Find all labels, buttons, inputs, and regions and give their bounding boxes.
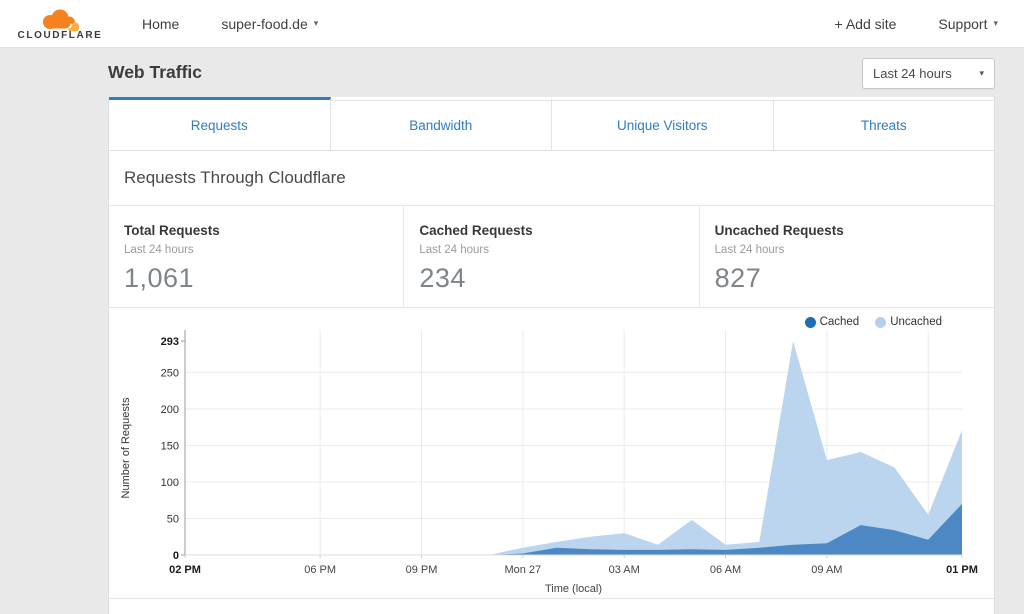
svg-text:06 PM: 06 PM bbox=[304, 564, 336, 576]
area-chart-canvas: 293 250 200 150 100 50 0 02 PM 06 PM 09 PM Mon 27 0… bbox=[120, 330, 978, 595]
time-range-dropdown[interactable]: Last 24 hours ▾ bbox=[862, 58, 995, 89]
stat-value: 234 bbox=[419, 263, 466, 293]
stat-value: 1,061 bbox=[124, 263, 195, 293]
svg-text:200: 200 bbox=[161, 404, 179, 416]
chevron-down-icon: ▾ bbox=[313, 18, 319, 28]
tab-bandwidth[interactable]: Bandwidth bbox=[331, 97, 552, 150]
svg-text:100: 100 bbox=[161, 477, 179, 489]
cloudflare-cloud-icon bbox=[43, 9, 80, 31]
time-range-value: Last 24 hours bbox=[873, 66, 952, 81]
svg-text:0: 0 bbox=[173, 550, 179, 562]
page-title: Web Traffic bbox=[108, 62, 203, 82]
svg-text:06 AM: 06 AM bbox=[710, 564, 741, 576]
nav-home-link[interactable]: Home bbox=[142, 15, 180, 32]
svg-text:150: 150 bbox=[161, 440, 179, 452]
stat-title: Total Requests bbox=[124, 223, 220, 238]
svg-text:Time (local): Time (local) bbox=[545, 583, 602, 595]
chevron-down-icon: ▾ bbox=[979, 68, 984, 78]
cloudflare-wordmark: CLOUDFLARE bbox=[17, 29, 103, 41]
svg-text:09 PM: 09 PM bbox=[406, 564, 438, 576]
stat-uncached-requests: Uncached Requests Last 24 hours 827 bbox=[700, 206, 994, 307]
svg-text:250: 250 bbox=[161, 367, 179, 379]
legend-item-uncached[interactable]: Uncached bbox=[875, 316, 942, 328]
legend-label: Uncached bbox=[890, 316, 942, 328]
chevron-down-icon: ▾ bbox=[993, 18, 998, 28]
stat-subtitle: Last 24 hours bbox=[124, 244, 194, 256]
svg-text:50: 50 bbox=[167, 513, 179, 525]
tab-threats[interactable]: Threats bbox=[774, 97, 995, 150]
requests-chart: Cached Uncached 293 250 200 150 100 50 0 02 PM 0… bbox=[109, 308, 994, 599]
support-menu[interactable]: Support ▾ bbox=[938, 16, 998, 32]
svg-text:293: 293 bbox=[161, 336, 179, 348]
stat-value: 827 bbox=[714, 263, 762, 293]
nav-right: + Add site Support ▾ bbox=[835, 16, 1008, 32]
card-footer bbox=[109, 599, 994, 614]
analytics-card: Requests Bandwidth Unique Visitors Threa… bbox=[108, 97, 995, 614]
svg-text:03 AM: 03 AM bbox=[609, 564, 640, 576]
analytics-tabs: Requests Bandwidth Unique Visitors Threa… bbox=[109, 97, 994, 151]
cloudflare-logo[interactable]: CLOUDFLARE bbox=[10, 7, 110, 41]
stat-cached-requests: Cached Requests Last 24 hours 234 bbox=[404, 206, 700, 307]
page-body: Web Traffic Last 24 hours ▾ Requests Ban… bbox=[0, 48, 995, 614]
stat-subtitle: Last 24 hours bbox=[714, 244, 785, 256]
page-header: Web Traffic Last 24 hours ▾ bbox=[108, 48, 995, 97]
stat-title: Uncached Requests bbox=[714, 223, 844, 238]
uncached-legend-dot-icon bbox=[875, 316, 887, 328]
top-nav: CLOUDFLARE Home super-food.de ▾ + Add si… bbox=[0, 0, 1024, 48]
svg-text:Number of Requests: Number of Requests bbox=[120, 397, 132, 498]
stat-title: Cached Requests bbox=[419, 223, 533, 238]
tab-unique-visitors[interactable]: Unique Visitors bbox=[552, 97, 774, 150]
zone-name: super-food.de bbox=[221, 15, 308, 32]
svg-text:02 PM: 02 PM bbox=[169, 564, 201, 576]
stats-row: Total Requests Last 24 hours 1,061 Cache… bbox=[109, 206, 994, 308]
section-title-row: Requests Through Cloudflare bbox=[109, 151, 994, 206]
chart-legend: Cached Uncached bbox=[804, 316, 942, 328]
tab-requests[interactable]: Requests bbox=[109, 97, 331, 150]
svg-text:09 AM: 09 AM bbox=[811, 564, 842, 576]
stat-subtitle: Last 24 hours bbox=[419, 244, 490, 256]
legend-label: Cached bbox=[819, 316, 860, 328]
add-site-button[interactable]: + Add site bbox=[834, 15, 897, 32]
stat-total-requests: Total Requests Last 24 hours 1,061 bbox=[109, 206, 405, 307]
support-label: Support bbox=[938, 15, 988, 32]
nav-zone-selector[interactable]: super-food.de ▾ bbox=[221, 16, 318, 32]
svg-text:01 PM: 01 PM bbox=[946, 564, 978, 576]
cached-legend-dot-icon bbox=[804, 316, 816, 328]
section-title: Requests Through Cloudflare bbox=[124, 168, 346, 187]
svg-text:Mon 27: Mon 27 bbox=[504, 564, 541, 576]
legend-item-cached[interactable]: Cached bbox=[804, 316, 860, 328]
